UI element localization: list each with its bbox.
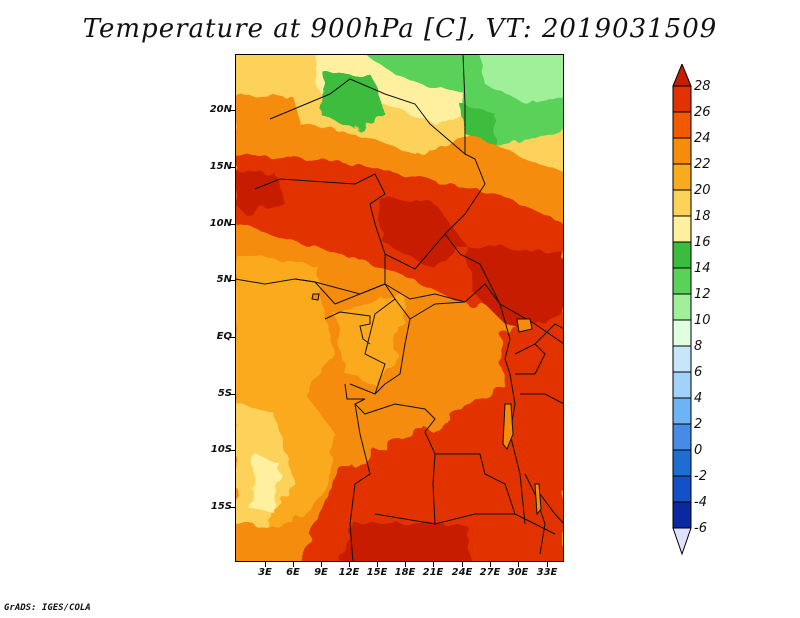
colorbar-label: -2 bbox=[694, 469, 707, 484]
colorbar-segment bbox=[672, 449, 692, 477]
lon-label-33e: 33E bbox=[536, 567, 558, 578]
colorbar-segment bbox=[672, 293, 692, 321]
lat-tick bbox=[230, 224, 235, 225]
lon-label-12e: 12E bbox=[338, 567, 360, 578]
colorbar-segment bbox=[672, 475, 692, 503]
colorbar-label: 20 bbox=[694, 183, 711, 198]
lat-label-5n: 5N bbox=[216, 274, 232, 285]
colorbar-label: -6 bbox=[694, 521, 707, 536]
lon-tick bbox=[490, 562, 491, 567]
grads-credit: GrADS: IGES/COLA bbox=[4, 603, 91, 613]
colorbar-segment bbox=[672, 137, 692, 165]
colorbar-segment bbox=[672, 423, 692, 451]
lon-tick bbox=[293, 562, 294, 567]
lon-label-27e: 27E bbox=[479, 567, 501, 578]
colorbar-segment bbox=[672, 111, 692, 139]
colorbar-label: 2 bbox=[694, 417, 703, 432]
lon-tick bbox=[349, 562, 350, 567]
lon-tick bbox=[547, 562, 548, 567]
lat-tick bbox=[230, 337, 235, 338]
lon-label-15e: 15E bbox=[366, 567, 388, 578]
lon-tick bbox=[321, 562, 322, 567]
colorbar-label: 0 bbox=[694, 443, 703, 458]
colorbar-segment bbox=[672, 319, 692, 347]
lon-tick bbox=[462, 562, 463, 567]
lon-label-18e: 18E bbox=[394, 567, 416, 578]
map-title: Temperature at 900hPa [C], VT: 201903150… bbox=[82, 14, 718, 44]
colorbar-label: 28 bbox=[694, 79, 711, 94]
lon-label-9e: 9E bbox=[314, 567, 328, 578]
colorbar-segment bbox=[672, 215, 692, 243]
colorbar-label: 16 bbox=[694, 235, 711, 250]
lat-label-15n: 15N bbox=[209, 161, 232, 172]
colorbar-segment bbox=[672, 371, 692, 399]
colorbar-label: 6 bbox=[694, 365, 703, 380]
colorbar-segment bbox=[672, 267, 692, 295]
colorbar-segment bbox=[672, 241, 692, 269]
lat-label-15s: 15S bbox=[210, 501, 232, 512]
colorbar-label: 4 bbox=[694, 391, 703, 406]
colorbar-label: 22 bbox=[694, 157, 711, 172]
lon-tick bbox=[377, 562, 378, 567]
lat-label-5s: 5S bbox=[217, 388, 232, 399]
lon-tick bbox=[433, 562, 434, 567]
lat-label-10s: 10S bbox=[210, 444, 232, 455]
lon-label-21e: 21E bbox=[422, 567, 444, 578]
lon-label-30e: 30E bbox=[507, 567, 529, 578]
colorbar-label: -4 bbox=[694, 495, 707, 510]
lon-label-6e: 6E bbox=[286, 567, 300, 578]
colorbar-bottom-arrow bbox=[672, 527, 692, 556]
lon-tick bbox=[518, 562, 519, 567]
colorbar-segment bbox=[672, 85, 692, 113]
lat-label-20n: 20N bbox=[209, 104, 232, 115]
lat-tick bbox=[230, 167, 235, 168]
colorbar-segment bbox=[672, 501, 692, 529]
lon-tick bbox=[265, 562, 266, 567]
colorbar-label: 12 bbox=[694, 287, 711, 302]
lat-tick bbox=[230, 280, 235, 281]
lat-label-10n: 10N bbox=[209, 218, 232, 229]
colorbar-segment bbox=[672, 163, 692, 191]
colorbar-label: 8 bbox=[694, 339, 703, 354]
colorbar-label: 18 bbox=[694, 209, 711, 224]
colorbar-top-arrow bbox=[672, 64, 692, 87]
colorbar-segment bbox=[672, 397, 692, 425]
colorbar-label: 10 bbox=[694, 313, 711, 328]
colorbar bbox=[672, 64, 692, 556]
lat-tick bbox=[230, 394, 235, 395]
colorbar-segment bbox=[672, 345, 692, 373]
lon-label-24e: 24E bbox=[451, 567, 473, 578]
lat-tick bbox=[230, 450, 235, 451]
colorbar-label: 24 bbox=[694, 131, 711, 146]
lon-tick bbox=[405, 562, 406, 567]
colorbar-label: 14 bbox=[694, 261, 711, 276]
lon-label-3e: 3E bbox=[258, 567, 272, 578]
lat-tick bbox=[230, 507, 235, 508]
colorbar-label: 26 bbox=[694, 105, 711, 120]
lat-label-eq: EQ bbox=[216, 331, 232, 342]
temperature-map bbox=[235, 54, 564, 562]
lat-tick bbox=[230, 110, 235, 111]
colorbar-segment bbox=[672, 189, 692, 217]
